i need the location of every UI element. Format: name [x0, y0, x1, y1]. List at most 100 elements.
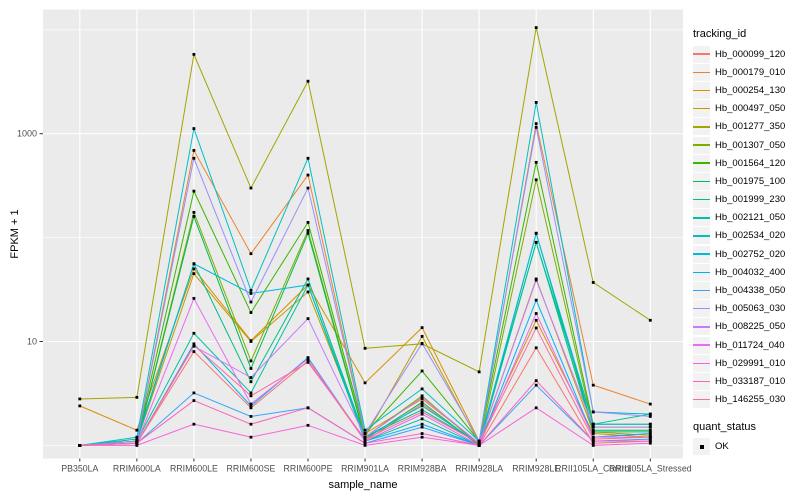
legend-item-Hb_004338_050: Hb_004338_050: [693, 281, 800, 300]
x-tick-label: RRIM600PE: [284, 464, 333, 474]
data-point: [249, 252, 253, 256]
data-point: [192, 156, 196, 160]
data-point: [591, 439, 595, 443]
data-point: [363, 428, 367, 432]
x-tick-label: RRIM600LE: [170, 464, 218, 474]
data-point: [249, 415, 253, 418]
legend-item-label: Hb_000497_050: [715, 103, 786, 115]
legend-key-icon: [693, 172, 710, 190]
legend-item-label: Hb_004032_400: [715, 266, 786, 278]
data-point: [534, 406, 538, 410]
legend-item-Hb_001277_350: Hb_001277_350: [693, 118, 800, 136]
data-point: [192, 342, 196, 346]
legend-line-swatch: [693, 289, 710, 292]
data-point: [192, 127, 196, 130]
data-point: [420, 402, 424, 406]
data-point: [249, 376, 253, 379]
data-point: [648, 415, 652, 418]
legend-line-swatch: [693, 307, 710, 310]
data-point: [534, 122, 538, 126]
data-point: [306, 277, 310, 281]
legend-line-swatch: [693, 144, 710, 146]
data-point: [192, 149, 196, 152]
data-point: [192, 350, 196, 353]
legend-item-Hb_002752_020: Hb_002752_020: [693, 245, 800, 263]
data-point: [363, 381, 367, 385]
data-point: [192, 272, 196, 276]
data-point: [135, 437, 139, 441]
legend-key-icon: [693, 118, 710, 136]
x-tick-label: RRIM928LE: [512, 464, 560, 474]
data-point: [306, 406, 310, 410]
quant-status-legend: quant_status OK: [693, 421, 800, 456]
legend-item-label: Hb_002121_050: [715, 212, 786, 224]
x-tick-label: RRII105LA_Stressed: [609, 464, 692, 474]
legend-key-icon: [693, 372, 710, 390]
data-point: [534, 312, 538, 315]
quant-label: OK: [715, 441, 729, 453]
data-point: [420, 404, 424, 408]
data-point: [306, 231, 310, 235]
legend-key-icon: [693, 336, 710, 354]
legend-key-icon: [693, 227, 710, 245]
legend-line-swatch: [693, 180, 710, 183]
data-point: [306, 156, 310, 160]
data-point: [420, 425, 424, 429]
legend-key-icon: [693, 245, 710, 263]
data-point: [420, 408, 424, 412]
data-point: [192, 210, 196, 214]
legend-line-swatch: [693, 398, 710, 401]
axis-ticks: [39, 133, 651, 462]
data-point: [420, 326, 424, 330]
data-point: [648, 433, 652, 437]
data-point: [648, 422, 652, 426]
data-point: [192, 331, 196, 335]
data-point: [135, 428, 139, 432]
x-tick-label: RRIM928BA: [398, 464, 447, 474]
data-point: [648, 430, 652, 434]
data-point: [249, 404, 253, 408]
data-points: [78, 26, 652, 447]
data-point: [534, 278, 538, 282]
data-point: [249, 289, 253, 292]
data-point: [420, 369, 424, 373]
legend-item-Hb_005063_030: Hb_005063_030: [693, 300, 800, 318]
legend-line-swatch: [693, 235, 710, 237]
legend-key-icon: [693, 81, 710, 99]
data-point: [591, 444, 595, 447]
data-point: [591, 425, 595, 429]
data-point: [420, 410, 424, 414]
data-point: [534, 346, 538, 350]
black-square-point-icon: [699, 444, 704, 449]
legend-key-icon: [693, 191, 710, 209]
data-point: [591, 437, 595, 441]
data-point: [534, 379, 538, 383]
data-point: [135, 439, 139, 443]
data-point: [135, 435, 139, 439]
y-tick-label: 1000: [17, 129, 37, 139]
legend-item-label: Hb_146255_030: [715, 394, 786, 406]
legend-item-Hb_001975_100: Hb_001975_100: [693, 172, 800, 190]
data-point: [534, 318, 538, 322]
legend-item-label: Hb_000099_120: [715, 48, 786, 60]
legend-line-swatch: [693, 380, 710, 383]
legend-item-label: Hb_011724_040: [715, 339, 785, 351]
data-point: [78, 444, 82, 447]
legend-item-label: Hb_001277_350: [715, 121, 786, 133]
legend-item-Hb_004032_400: Hb_004032_400: [693, 263, 800, 281]
data-point: [249, 186, 253, 190]
x-tick-label: RRIM600SE: [227, 464, 276, 474]
data-point: [78, 404, 82, 408]
data-point: [420, 435, 424, 439]
legend-key-icon: [693, 154, 710, 172]
data-point: [591, 430, 595, 434]
data-point: [591, 422, 595, 426]
data-point: [363, 432, 367, 435]
legend-item-label: Hb_008225_050: [715, 321, 786, 333]
data-point: [591, 441, 595, 445]
legend-item-Hb_000254_130: Hb_000254_130: [693, 81, 800, 99]
data-point: [78, 397, 82, 401]
legend-line-swatch: [693, 162, 710, 164]
data-point: [648, 441, 652, 445]
data-point: [249, 340, 253, 343]
